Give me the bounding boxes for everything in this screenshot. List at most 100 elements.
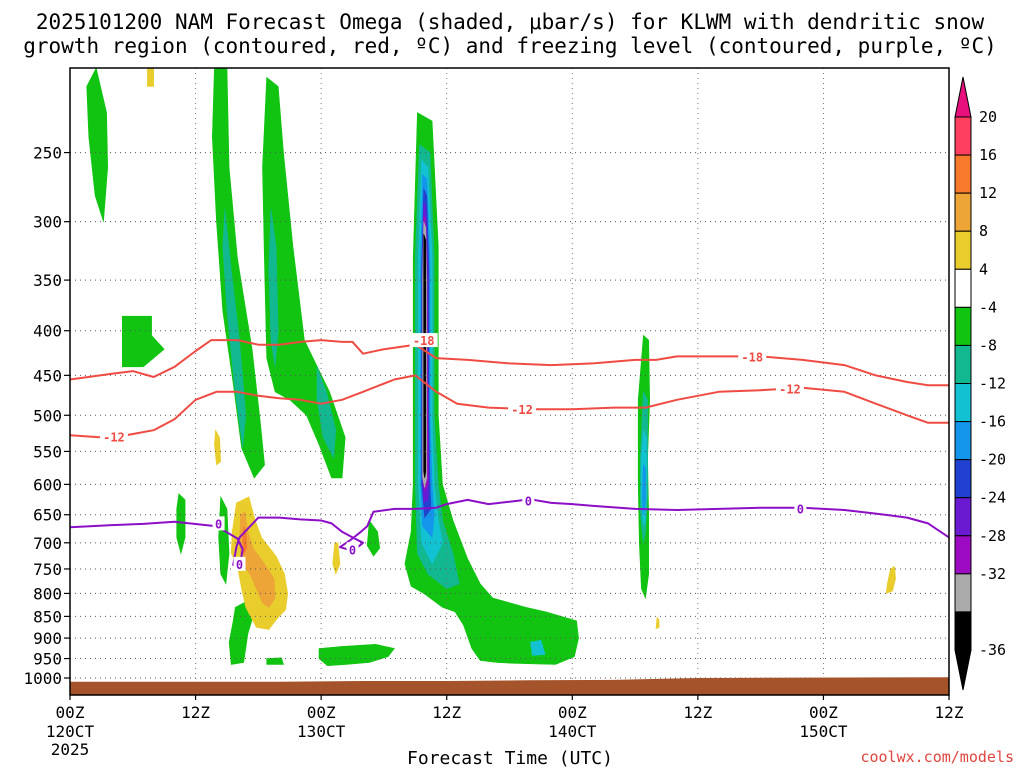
colorbar-level-label: -36: [979, 641, 1006, 659]
plot-background: [70, 68, 949, 695]
y-tick-label: 800: [33, 584, 62, 603]
contour-label-bg-6: [233, 556, 246, 571]
contour-label-bg-0: [409, 333, 438, 348]
omega-region-28: [214, 429, 222, 466]
colorbar-swatch-4: [954, 268, 972, 308]
colorbar-level-label: 12: [979, 184, 997, 202]
x-tick-label: 12Z: [683, 703, 712, 722]
contour-label-bg-8: [522, 493, 535, 508]
omega-region-10: [266, 657, 284, 665]
contour-label: 0: [349, 543, 356, 557]
contour-label: -18: [741, 350, 763, 364]
colorbar-swatch-12: [954, 573, 972, 613]
x-axis-label: Forecast Time (UTC): [407, 748, 613, 768]
contour-label: 0: [525, 494, 532, 508]
colorbar-level-label: -28: [979, 527, 1006, 545]
colorbar-swatch-3: [954, 230, 972, 270]
omega-region-11: [366, 519, 381, 557]
chart-title-line2: growth region (contoured, red, ºC) and f…: [23, 34, 997, 58]
colorbar-swatch-0: [954, 116, 972, 156]
omega-region-12: [318, 643, 395, 667]
colorbar-swatch-10: [954, 497, 972, 537]
y-tick-label: 350: [33, 271, 62, 290]
contour-label-bg-2: [99, 429, 128, 444]
plot-frame: [69, 67, 950, 696]
colorbar-swatch-1: [954, 154, 972, 194]
colorbar-swatch-5: [954, 306, 972, 346]
x-tick-label: 00Z: [56, 703, 85, 722]
y-tick-label: 700: [33, 534, 62, 553]
x-tick-date: 150CT: [799, 722, 848, 741]
contour-label: -12: [779, 383, 801, 397]
y-tick-label: 600: [33, 475, 62, 494]
contour-label-bg-1: [738, 349, 767, 364]
colorbar-swatch-6: [954, 344, 972, 384]
x-tick-date: 130CT: [297, 722, 346, 741]
colorbar-swatch-11: [954, 535, 972, 575]
credit-text: coolwx.com/models: [860, 748, 1014, 766]
omega-region-2: [222, 208, 247, 448]
omega-region-13: [404, 112, 579, 665]
omega-region-5: [316, 366, 337, 460]
y-tick-label: 750: [33, 560, 62, 579]
y-tick-label: 950: [33, 650, 62, 669]
colorbar-level-label: 4: [979, 260, 988, 278]
omega-region-0: [86, 68, 109, 222]
x-tick-label: 12Z: [181, 703, 210, 722]
y-tick-label: 650: [33, 506, 62, 525]
y-tick-label: 1000: [23, 669, 62, 688]
y-tick-label: 300: [33, 213, 62, 232]
plot-area: -18 -18 -12 -12 -12 0 0 0 0 0: [69, 67, 950, 696]
x-tick-label: 00Z: [307, 703, 336, 722]
colorbar-level-label: 20: [979, 108, 997, 126]
x-tick-label: 00Z: [558, 703, 587, 722]
contour-label-bg-9: [794, 501, 807, 516]
colorbar-level-label: -12: [979, 375, 1006, 393]
omega-region-1: [211, 68, 265, 479]
y-tick-label: 400: [33, 322, 62, 341]
omega-region-34: [885, 565, 896, 594]
x-tick-label: 12Z: [432, 703, 461, 722]
colorbar-level-label: -4: [979, 298, 997, 316]
colorbar-level-label: -8: [979, 336, 997, 354]
y-tick-label: 850: [33, 607, 62, 626]
contour-label: -12: [511, 403, 533, 417]
colorbar-top-arrow: [954, 76, 972, 118]
y-tick-label: 250: [33, 144, 62, 163]
colorbar-swatch-2: [954, 192, 972, 232]
x-tick-date: 120CT: [46, 722, 95, 741]
omega-region-27: [147, 68, 154, 87]
colorbar-swatch-13: [954, 611, 972, 651]
x-tick-label: 12Z: [935, 703, 964, 722]
omega-shading: [86, 68, 896, 667]
omega-region-22: [530, 639, 546, 656]
x-tick-date: 140CT: [548, 722, 597, 741]
colorbar: 20 16 12 8 4 -4 -8 -12 -16 -20 -24 -28 -32 -36: [954, 76, 1006, 691]
contour-label-bg-5: [212, 516, 225, 531]
colorbar-bottom-arrow: [954, 649, 972, 691]
colorbar-level-label: -32: [979, 565, 1006, 583]
chart-title-line1: 2025101200 NAM Forecast Omega (shaded, μ…: [36, 10, 985, 34]
contour-label: 0: [215, 517, 222, 531]
omega-region-3: [262, 76, 346, 479]
colorbar-swatch-8: [954, 421, 972, 461]
contour-label: -18: [413, 334, 435, 348]
colorbar-swatch-9: [954, 459, 972, 499]
contour-label-bg-4: [775, 381, 804, 396]
omega-region-6: [122, 315, 165, 368]
y-tick-label: 500: [33, 406, 62, 425]
contour-label: -12: [103, 431, 125, 445]
contour-label: 0: [797, 502, 804, 516]
contour-label-bg-3: [508, 402, 537, 417]
x-tick-label: 00Z: [809, 703, 838, 722]
surface-terrain: [70, 677, 949, 695]
y-axis: 250 300 350 400 450 500 550 600 650 700 750 800 850 9…: [23, 144, 70, 688]
y-tick-label: 550: [33, 442, 62, 461]
colorbar-level-label: -20: [979, 451, 1006, 469]
contour-labels: -18 -18 -12 -12 -12 0 0 0 0 0: [99, 333, 807, 572]
omega-region-32: [332, 542, 341, 575]
colorbar-level-label: 16: [979, 146, 997, 164]
colorbar-swatch-7: [954, 383, 972, 423]
